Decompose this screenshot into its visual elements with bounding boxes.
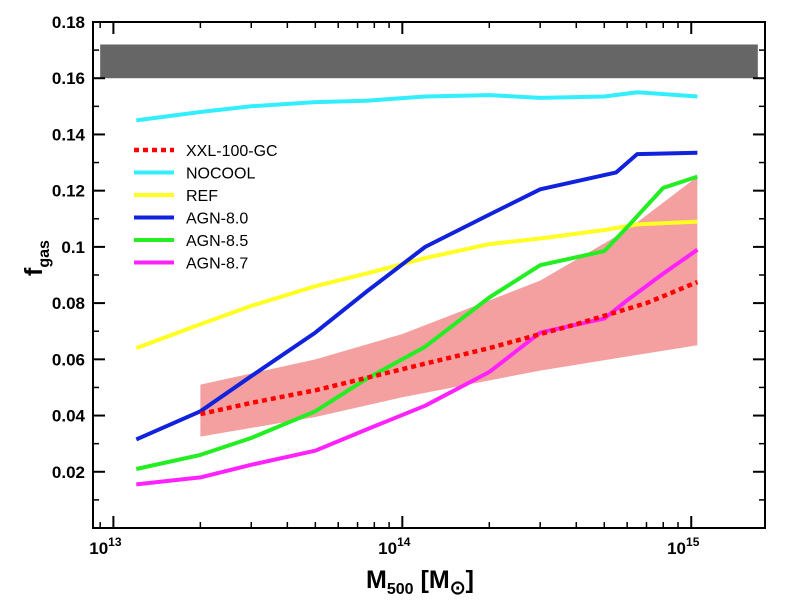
legend-label-ref: REF [186, 188, 218, 205]
y-tick-label: 0.08 [52, 294, 85, 313]
series-layer [135, 90, 699, 487]
y-tick-label: 0.02 [52, 463, 85, 482]
y-tick-label: 0.06 [52, 350, 85, 369]
x-tick-label: 1015 [667, 535, 700, 558]
baryon-fraction-band [100, 44, 758, 79]
shaded-region-layer [200, 176, 698, 437]
series-line-agn-8-7 [136, 248, 699, 487]
series-line-nocool [136, 90, 698, 123]
x-tick-label: 1013 [89, 535, 122, 558]
series-line-ref [135, 219, 698, 350]
legend-label-xxl-100-gc: XXL-100-GC [186, 143, 278, 160]
xxl-shaded-region [200, 176, 698, 437]
y-axis-title: fgas [20, 240, 53, 276]
y-tick-label: 0.18 [52, 13, 85, 32]
y-tick-label: 0.1 [61, 238, 85, 257]
y-tick-label: 0.04 [52, 407, 86, 426]
y-axis: 0.02 0.04 0.06 0.08 0.1 0.12 0.14 0.16 0.18 [52, 13, 765, 501]
legend: XXL-100-GC NOCOOL REF AGN-8.0 AGN-8.5 AGN-8.7 [134, 143, 278, 273]
baryon-fraction-band-layer [100, 44, 758, 79]
legend-label-agn-8-7: AGN-8.7 [186, 256, 248, 273]
series-line-agn-8-0 [135, 150, 698, 442]
y-tick-label: 0.12 [52, 182, 85, 201]
y-tick-label: 0.16 [52, 69, 85, 88]
legend-label-agn-8-0: AGN-8.0 [186, 211, 248, 228]
series-line-agn-8-5 [135, 174, 699, 471]
legend-label-nocool: NOCOOL [186, 166, 255, 183]
x-tick-label: 1014 [378, 535, 411, 558]
y-tick-label: 0.14 [52, 125, 86, 144]
x-axis: 1013 1014 1015 [89, 22, 700, 558]
x-axis-title: M500 [M⊙] [366, 566, 474, 599]
legend-label-agn-8-5: AGN-8.5 [186, 233, 248, 250]
